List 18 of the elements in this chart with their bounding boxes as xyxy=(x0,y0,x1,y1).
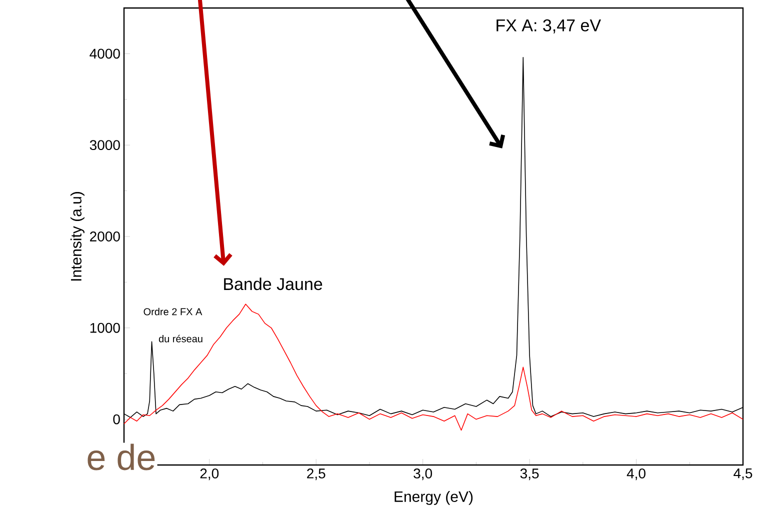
annotation: FX A: 3,47 eV xyxy=(496,19,601,34)
y-tick-label: 0 xyxy=(113,414,120,424)
x-tick-label: 3,5 xyxy=(520,468,539,480)
annotation: Bande Jaune xyxy=(224,278,322,290)
x-tick-label: 4,0 xyxy=(626,468,646,480)
y-axis-title: Intensity (a.u) xyxy=(70,192,84,281)
x-tick-label: 3,0 xyxy=(414,468,432,480)
y-tick-label: 3000 xyxy=(90,140,120,150)
y-tick-label: 2000 xyxy=(90,232,120,242)
annotation: Ordre 2 FX A xyxy=(144,308,202,316)
x-tick-label: 4,5 xyxy=(734,468,752,480)
y-tick-label: 1000 xyxy=(90,322,120,333)
y-tick-label: 4000 xyxy=(90,48,120,59)
annotation: e de xyxy=(88,444,155,470)
x-axis-title: Energy (eV) xyxy=(394,490,473,505)
x-tick-label: 2,0 xyxy=(200,468,219,480)
annotation: du réseau xyxy=(158,334,202,342)
x-tick-label: 2,5 xyxy=(307,468,326,480)
